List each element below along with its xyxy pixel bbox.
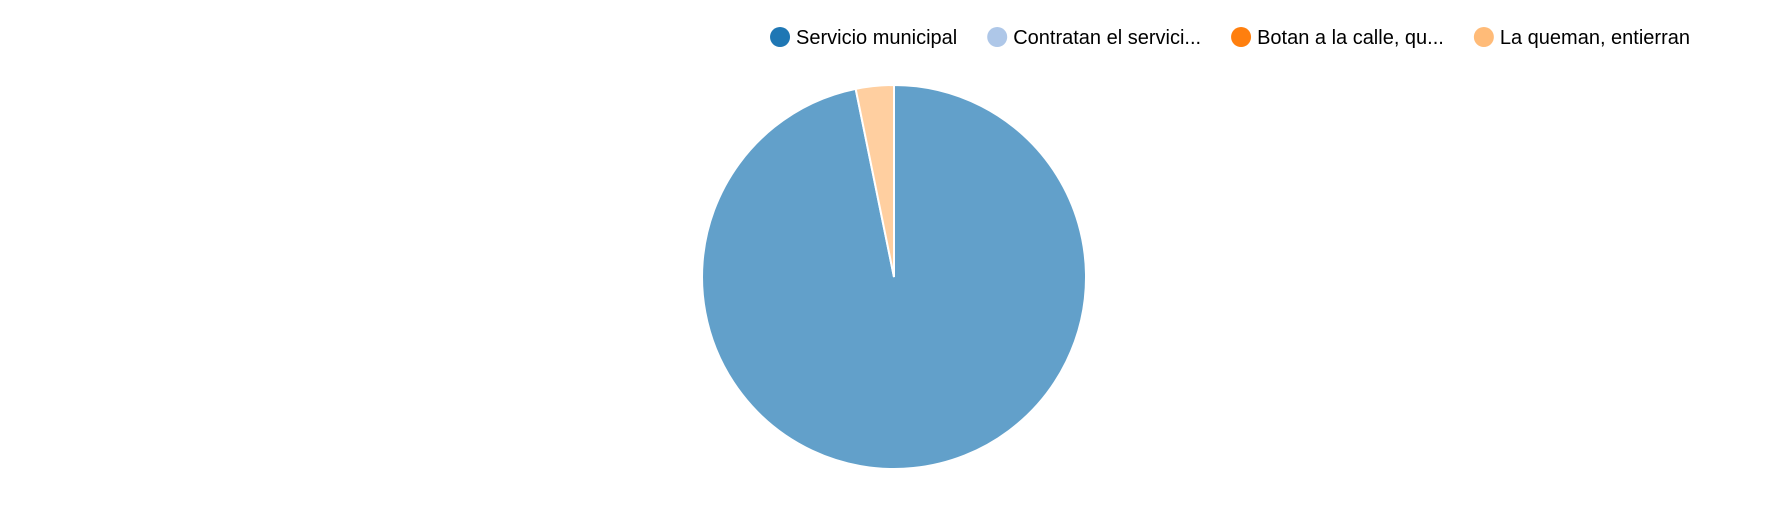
legend-marker	[1473, 27, 1494, 47]
legend-marker	[987, 27, 1008, 47]
legend-item-2[interactable]: Contratan el servici...	[987, 27, 1201, 49]
legend: Servicio municipal Contratan el servici..…	[770, 27, 1690, 49]
legend-marker	[770, 27, 791, 47]
legend-item-3[interactable]: Botan a la calle, qu...	[1231, 27, 1444, 49]
legend-item-4[interactable]: La queman, entierran	[1473, 27, 1690, 49]
legend-item-1[interactable]: Servicio municipal	[770, 27, 957, 49]
pie-slice-4[interactable]	[854, 83, 895, 278]
legend-label: Botan a la calle, qu...	[1257, 27, 1444, 49]
pie-slices	[701, 83, 1087, 470]
legend-label: Contratan el servici...	[1013, 27, 1201, 49]
legend-label: La queman, entierran	[1500, 27, 1690, 49]
legend-marker	[1231, 27, 1252, 47]
legend-label: Servicio municipal	[796, 27, 957, 49]
